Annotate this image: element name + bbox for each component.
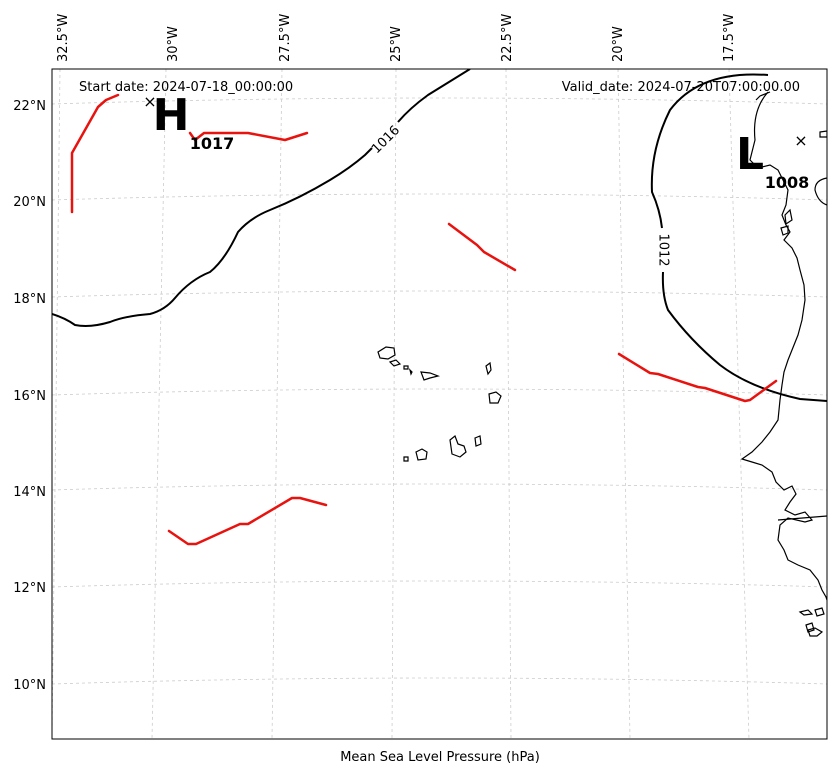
lon-tick-label: 20°W — [611, 26, 626, 62]
lon-tick-label: 27.5°W — [278, 14, 293, 62]
valid-date-label: Valid_date: 2024-07-20T07:00:00.00 — [562, 80, 800, 95]
lon-tick-label: 32.5°W — [56, 14, 71, 62]
cape-verde-islands — [377, 346, 502, 462]
lat-tick-label: 20°N — [13, 195, 46, 210]
map-frame — [51, 68, 828, 740]
map-area[interactable] — [52, 69, 827, 739]
high-pressure-value: 1017 — [190, 134, 235, 153]
isobar-1016 — [52, 69, 471, 327]
low-center-marker: × — [794, 131, 807, 150]
lon-tick-label: 25°W — [389, 26, 404, 62]
front-segment — [447, 222, 517, 272]
front-segment — [188, 131, 309, 142]
start-date-label: Start date: 2024-07-18_00:00:00 — [79, 80, 293, 95]
front-segment — [617, 352, 778, 403]
lon-tick-label: 30°W — [166, 26, 181, 62]
high-center-marker: × — [143, 92, 156, 111]
lat-tick-label: 10°N — [13, 678, 46, 693]
lon-tick-label: 17.5°W — [722, 14, 737, 62]
longitude-axis: 32.5°W 30°W 27.5°W 25°W 22.5°W 20°W 17.5… — [56, 14, 737, 62]
low-pressure-value: 1008 — [765, 173, 810, 192]
front-segment — [70, 93, 120, 214]
map-caption: Mean Sea Level Pressure (hPa) — [340, 750, 540, 765]
isobar-label-1012: 1012 — [656, 233, 671, 266]
lat-tick-label: 12°N — [13, 581, 46, 596]
lat-tick-label: 16°N — [13, 389, 46, 404]
lon-tick-label: 22.5°W — [500, 14, 515, 62]
latitude-axis: 22°N 20°N 18°N 16°N 14°N 12°N 10°N — [13, 99, 46, 693]
front-segment — [167, 496, 328, 546]
lat-tick-label: 18°N — [13, 292, 46, 307]
graticule — [52, 69, 827, 739]
lat-tick-label: 22°N — [13, 99, 46, 114]
coastline — [740, 91, 827, 637]
lat-tick-label: 14°N — [13, 485, 46, 500]
high-pressure-symbol: H — [153, 90, 190, 141]
low-pressure-symbol: L — [736, 129, 764, 180]
